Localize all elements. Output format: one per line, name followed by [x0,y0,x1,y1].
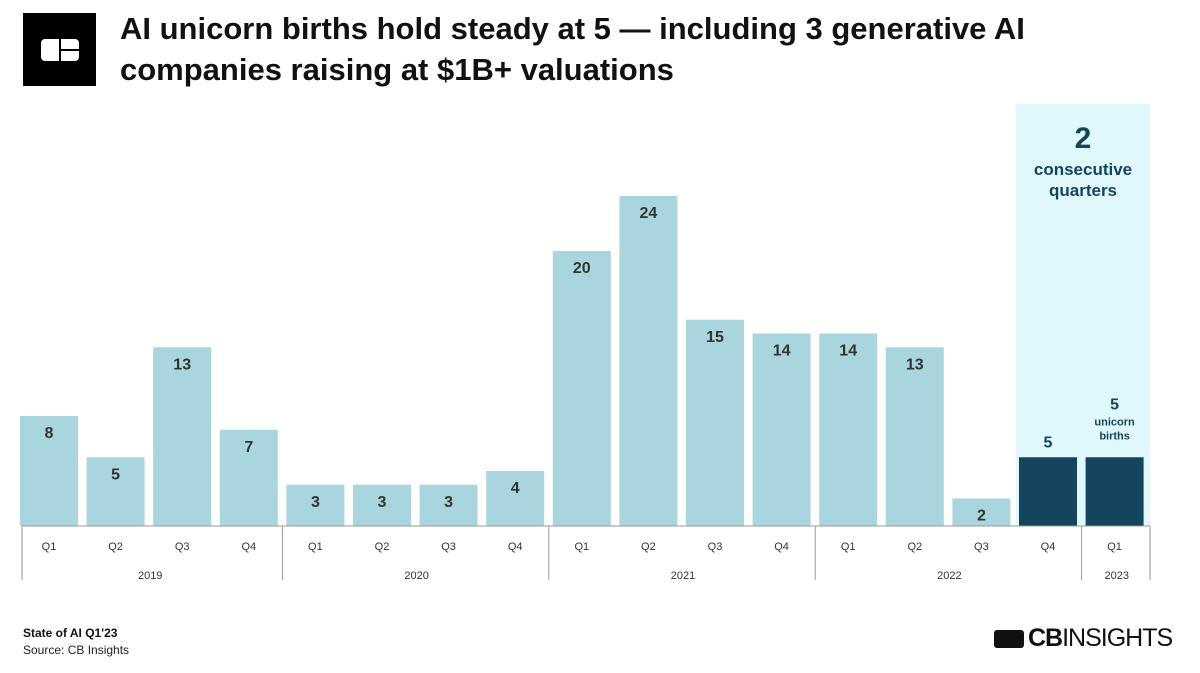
quarter-tick-label: Q2 [641,541,656,553]
quarter-tick-label: Q4 [241,541,256,553]
bar [86,457,145,526]
bar-value-label: 4 [511,480,520,497]
chart-title: AI unicorn births hold steady at 5 — inc… [120,11,1025,87]
bar-value-label: 3 [311,494,320,511]
bar [952,498,1011,526]
bar [1085,457,1144,526]
bar [885,347,944,526]
quarter-tick-label: Q4 [774,541,789,553]
brand-mark-icon [994,629,1024,648]
quarter-tick-label: Q2 [108,541,123,553]
bar-value-label: 5 [111,466,120,483]
quarter-tick-label: Q4 [508,541,523,553]
highlight-region [1016,104,1150,526]
report-label: State of AI Q1'23 [23,626,118,640]
quarter-tick-label: Q1 [42,541,57,553]
year-tick-label: 2021 [671,570,695,582]
bar-value-label: 7 [244,439,253,456]
bar-note: unicorn [1094,416,1135,428]
year-tick-label: 2020 [404,570,428,582]
bar [686,319,744,526]
bar-value-label: 15 [706,329,724,346]
quarter-tick-label: Q2 [375,541,390,553]
bar [552,251,611,526]
annotation-text: quarters [1049,181,1117,200]
bar-value-label: 13 [906,356,924,373]
cb-insights-logo: CB INSIGHTS [994,624,1173,653]
bar-value-label: 3 [444,494,453,511]
bar [752,333,811,526]
bar [153,347,212,526]
bar [619,196,678,526]
year-tick-label: 2023 [1105,570,1129,582]
quarter-tick-label: Q1 [574,541,589,553]
quarter-tick-label: Q2 [907,541,922,553]
bar-value-label: 24 [640,205,658,222]
bar-value-label: 13 [173,356,191,373]
year-tick-label: 2019 [138,570,162,582]
bar [286,484,345,526]
quarter-tick-label: Q1 [841,541,856,553]
bar-note: births [1099,430,1130,442]
quarter-tick-label: Q1 [1107,541,1122,553]
bar [486,471,545,526]
annotation-number: 2 [1075,122,1092,155]
bar [20,416,78,526]
year-tick-label: 2022 [937,570,961,582]
brand-light: INSIGHTS [1062,624,1173,652]
bar-value-label: 5 [1044,434,1053,451]
bar-value-label: 14 [773,343,791,360]
bar [219,429,278,526]
annotation-text: consecutive [1034,160,1132,179]
cb-logo-icon [23,13,96,86]
bar [819,333,878,526]
bar-value-label: 2 [977,508,986,525]
bar [419,484,478,526]
brand-bold: CB [1028,624,1063,652]
quarter-tick-label: Q1 [308,541,323,553]
bar-value-label: 20 [573,260,591,277]
bar-value-label: 14 [839,343,857,360]
bar-value-label: 5 [1110,396,1119,413]
quarter-tick-label: Q4 [1041,541,1056,553]
source-label: Source: CB Insights [23,643,130,657]
bar-value-label: 3 [378,494,387,511]
bar [353,484,411,526]
quarter-tick-label: Q3 [974,541,989,553]
bar-value-label: 8 [45,425,54,442]
bar [1019,457,1077,526]
quarter-tick-label: Q3 [708,541,723,553]
quarter-tick-label: Q3 [175,541,190,553]
quarter-tick-label: Q3 [441,541,456,553]
